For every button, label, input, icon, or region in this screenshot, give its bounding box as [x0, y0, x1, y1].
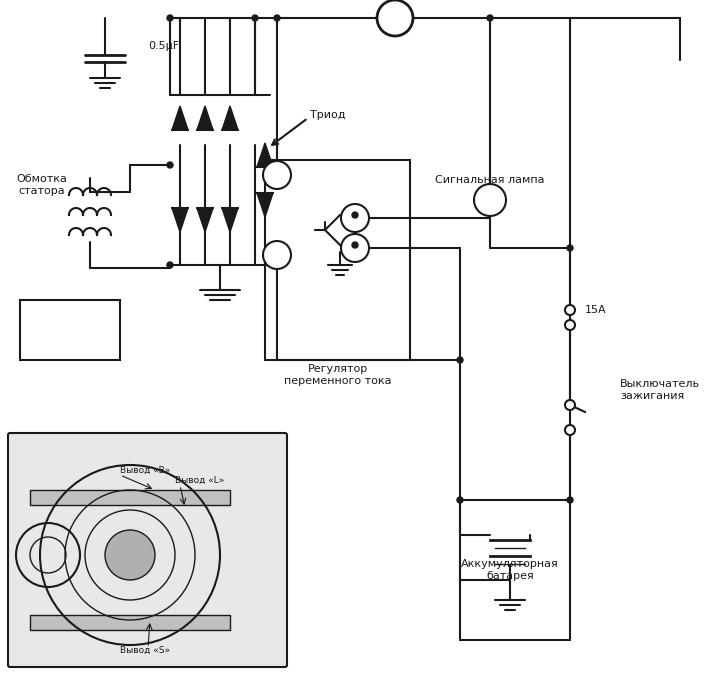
Polygon shape	[172, 106, 188, 130]
Circle shape	[352, 212, 358, 218]
Text: 15A: 15A	[585, 305, 607, 315]
Circle shape	[567, 497, 573, 503]
Text: Аккумуляторная
батарея: Аккумуляторная батарея	[461, 560, 559, 581]
Circle shape	[341, 234, 369, 262]
Text: S: S	[351, 241, 359, 254]
Text: Вывод «S»: Вывод «S»	[120, 646, 170, 655]
Circle shape	[565, 425, 575, 435]
Circle shape	[263, 241, 291, 269]
Text: 0.5μF: 0.5μF	[148, 41, 179, 51]
Polygon shape	[172, 208, 188, 232]
Text: L: L	[352, 211, 358, 224]
Circle shape	[565, 305, 575, 315]
Circle shape	[487, 15, 493, 21]
Circle shape	[352, 242, 358, 248]
Polygon shape	[257, 193, 273, 217]
Circle shape	[341, 204, 369, 232]
Text: Вывод «L»: Вывод «L»	[175, 475, 224, 484]
Circle shape	[167, 262, 173, 268]
Text: Вывод «B»: Вывод «B»	[120, 466, 170, 475]
Text: E: E	[273, 248, 281, 261]
Bar	[30, 490, 230, 505]
Circle shape	[167, 162, 173, 168]
Circle shape	[274, 15, 280, 21]
Bar	[30, 615, 230, 630]
Polygon shape	[222, 208, 238, 232]
Circle shape	[474, 184, 506, 216]
Bar	[20, 300, 120, 360]
Bar	[265, 160, 410, 360]
Circle shape	[567, 245, 573, 251]
Text: Регулятор
переменного тока: Регулятор переменного тока	[284, 364, 392, 386]
Polygon shape	[197, 106, 213, 130]
Text: Триод: Триод	[310, 110, 346, 120]
Circle shape	[565, 320, 575, 330]
Text: Выключатель
зажигания: Выключатель зажигания	[620, 379, 700, 401]
Polygon shape	[222, 106, 238, 130]
Circle shape	[252, 15, 258, 21]
Text: Обмотка
статора: Обмотка статора	[17, 174, 67, 196]
Text: Сигнальная лампа: Сигнальная лампа	[435, 175, 544, 185]
Text: Обмотка
ротора: Обмотка ротора	[22, 319, 73, 341]
Text: B: B	[390, 10, 400, 25]
Circle shape	[457, 497, 463, 503]
Circle shape	[377, 0, 413, 36]
Circle shape	[565, 400, 575, 410]
Polygon shape	[197, 208, 213, 232]
Polygon shape	[257, 143, 273, 167]
Circle shape	[167, 15, 173, 21]
Circle shape	[263, 161, 291, 189]
FancyBboxPatch shape	[8, 433, 287, 667]
Circle shape	[105, 530, 155, 580]
Circle shape	[457, 357, 463, 363]
